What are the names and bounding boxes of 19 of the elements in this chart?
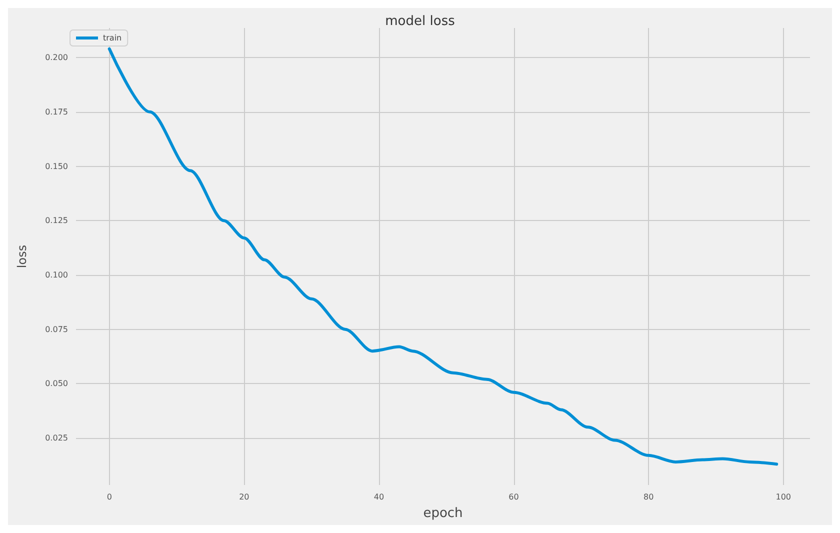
- y-tick-label: 0.100: [45, 270, 68, 280]
- y-tick-label: 0.025: [45, 434, 68, 443]
- x-tick-label: 0: [106, 492, 112, 502]
- y-axis-title: loss: [15, 244, 29, 268]
- x-tick-label: 20: [239, 492, 250, 502]
- y-tick-label: 0.200: [45, 53, 68, 62]
- y-tick-label: 0.125: [45, 216, 68, 226]
- y-tick-label: 0.050: [45, 379, 68, 388]
- y-tick-label: 0.075: [45, 324, 68, 334]
- x-tick-label: 60: [508, 492, 519, 502]
- line-series: [108, 47, 778, 466]
- y-tick-label: 0.150: [45, 162, 68, 171]
- chart-title: model loss: [385, 14, 456, 29]
- x-tick-label: 40: [374, 492, 384, 502]
- y-tick-label: 0.175: [45, 107, 68, 116]
- x-axis-title: epoch: [423, 506, 463, 521]
- x-tick-label: 80: [643, 492, 654, 502]
- legend-label: train: [103, 34, 122, 42]
- x-tick-label: 100: [776, 492, 792, 502]
